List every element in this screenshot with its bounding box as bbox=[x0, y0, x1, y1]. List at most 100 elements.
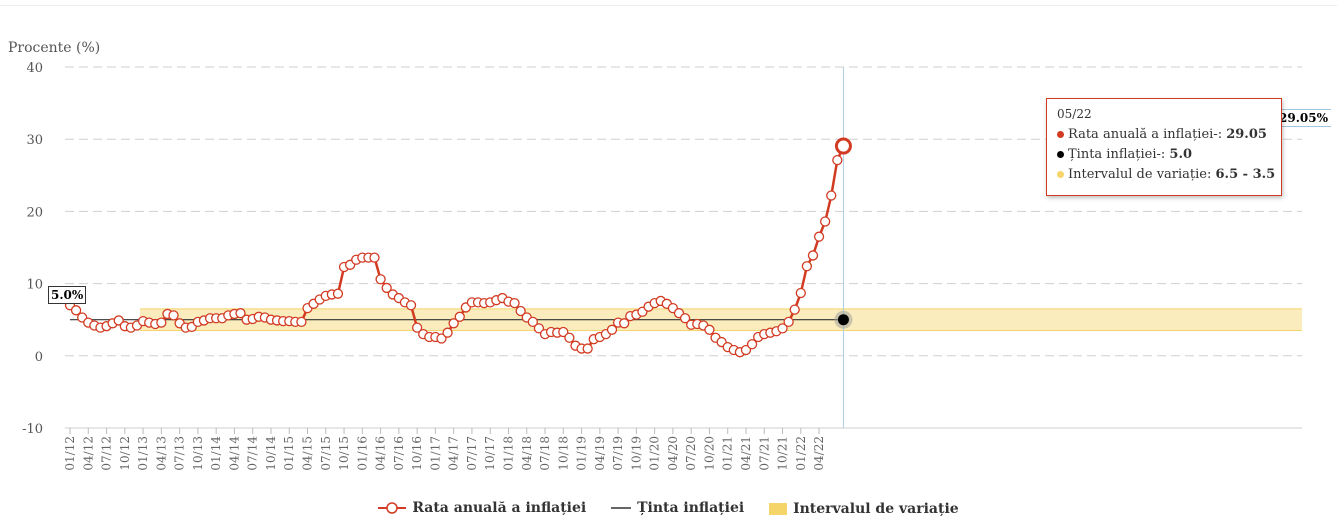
x-tick-label: 07/13 bbox=[173, 436, 187, 471]
x-tick-label: 01/16 bbox=[355, 436, 369, 471]
inflation-point bbox=[533, 323, 545, 334]
inflation-point bbox=[296, 316, 307, 328]
x-tick-label: 07/21 bbox=[757, 436, 771, 471]
x-tick-label: 04/18 bbox=[520, 436, 534, 471]
inflation-point bbox=[813, 231, 825, 242]
inflation-point bbox=[113, 315, 124, 326]
x-tick-label: 07/15 bbox=[319, 436, 333, 471]
inflation-point bbox=[740, 344, 752, 356]
inflation-point bbox=[834, 137, 852, 155]
yellow-square-icon bbox=[769, 503, 788, 515]
inflation-point bbox=[381, 282, 392, 294]
x-tick-label: 07/12 bbox=[100, 436, 114, 471]
inflation-point bbox=[582, 343, 593, 354]
x-tick-label: 01/14 bbox=[209, 436, 223, 471]
x-tick-label: 10/15 bbox=[337, 436, 351, 471]
x-tick-label: 07/19 bbox=[611, 436, 625, 471]
x-tick-label: 01/12 bbox=[63, 436, 77, 471]
inflation-point bbox=[564, 332, 575, 343]
x-tick-label: 07/14 bbox=[246, 436, 260, 471]
inflation-point bbox=[777, 323, 788, 334]
x-tick-label: 10/13 bbox=[191, 436, 205, 471]
y-tick-label: 10 bbox=[26, 278, 43, 293]
x-tick-label: 10/12 bbox=[118, 436, 132, 471]
y-axis-label: Procente (%) bbox=[8, 40, 100, 56]
legend-item-range[interactable]: Intervalul de variație bbox=[769, 501, 959, 517]
red-dot-icon bbox=[1057, 131, 1064, 138]
x-tick-label: 01/13 bbox=[136, 436, 150, 471]
inflation-point bbox=[448, 318, 459, 329]
top-divider bbox=[0, 5, 1337, 6]
inflation-point bbox=[442, 327, 453, 338]
x-tick-label: 04/16 bbox=[374, 436, 388, 471]
inflation-point bbox=[369, 252, 380, 263]
x-tick-label: 01/20 bbox=[648, 436, 662, 471]
x-tick-label: 01/19 bbox=[575, 436, 589, 471]
inflation-point bbox=[375, 274, 386, 285]
x-tick-label: 01/21 bbox=[721, 436, 735, 471]
tooltip-date: 05/22 bbox=[1057, 107, 1092, 121]
inflation-point bbox=[454, 311, 465, 322]
x-tick-label: 01/17 bbox=[428, 436, 442, 471]
legend-item-inflation[interactable]: Rata anuală a inflației bbox=[378, 500, 586, 516]
yellow-dot-icon bbox=[1057, 171, 1064, 178]
inflation-point bbox=[527, 316, 538, 328]
x-tick-label: 04/13 bbox=[154, 436, 168, 471]
legend-item-target[interactable]: Ținta inflației bbox=[611, 500, 744, 516]
inflation-point bbox=[619, 318, 630, 329]
x-tick-label: 07/18 bbox=[538, 436, 552, 471]
tooltip-row-range: Intervalul de variație: 6.5 - 3.5 bbox=[1057, 165, 1275, 185]
x-tick-label: 04/21 bbox=[739, 436, 753, 471]
x-tick-label: 04/15 bbox=[301, 436, 315, 471]
x-tick-label: 10/14 bbox=[264, 436, 278, 471]
x-tick-label: 10/18 bbox=[556, 436, 570, 471]
inflation-point bbox=[679, 313, 691, 324]
line-icon bbox=[611, 507, 632, 509]
x-tick-label: 07/17 bbox=[465, 436, 479, 471]
start-value-flag: 5.0% bbox=[48, 286, 87, 304]
inflation-point bbox=[509, 297, 520, 309]
tooltip-row-target: Ținta inflației-: 5.0 bbox=[1057, 145, 1271, 165]
y-tick-label: -10 bbox=[22, 422, 43, 437]
inflation-point bbox=[156, 317, 167, 328]
inflation-point bbox=[411, 322, 423, 333]
x-tick-label: 10/17 bbox=[483, 436, 497, 471]
black-dot-icon bbox=[1057, 151, 1064, 158]
target-point bbox=[837, 314, 849, 326]
inflation-point bbox=[832, 154, 843, 166]
x-tick-label: 01/22 bbox=[794, 436, 808, 471]
x-tick-label: 04/20 bbox=[666, 436, 680, 471]
inflation-point bbox=[820, 216, 831, 227]
inflation-point bbox=[235, 308, 246, 319]
x-tick-label: 04/22 bbox=[812, 436, 826, 471]
inflation-point bbox=[801, 261, 813, 272]
inflation-point bbox=[515, 305, 526, 317]
line-marker-icon bbox=[378, 502, 407, 514]
x-tick-label: 01/18 bbox=[501, 436, 515, 471]
y-tick-label: 40 bbox=[26, 61, 43, 76]
inflation-point bbox=[558, 326, 569, 338]
inflation-point bbox=[168, 310, 179, 321]
y-tick-label: 30 bbox=[26, 133, 43, 148]
x-tick-label: 04/12 bbox=[81, 436, 95, 471]
inflation-point bbox=[704, 324, 715, 335]
x-tick-label: 07/16 bbox=[392, 436, 406, 471]
end-value-flag: 29.05% bbox=[1276, 109, 1331, 127]
inflation-point bbox=[783, 316, 794, 328]
tooltip-row-inflation: Rata anuală a inflației-: 29.05 bbox=[1057, 125, 1271, 145]
inflation-point bbox=[332, 288, 344, 299]
inflation-point bbox=[436, 333, 447, 344]
x-tick-label: 10/19 bbox=[629, 436, 643, 471]
inflation-point bbox=[405, 300, 417, 311]
y-tick-label: 0 bbox=[35, 350, 43, 365]
inflation-point bbox=[606, 324, 618, 335]
x-tick-label: 07/20 bbox=[684, 436, 698, 471]
inflation-point bbox=[789, 304, 800, 315]
chart-legend: Rata anuală a inflației Ținta inflației … bbox=[0, 500, 1337, 519]
x-tick-label: 04/17 bbox=[447, 436, 461, 471]
x-tick-label: 04/14 bbox=[227, 436, 241, 471]
inflation-point bbox=[70, 305, 82, 316]
x-tick-label: 01/15 bbox=[282, 436, 296, 471]
